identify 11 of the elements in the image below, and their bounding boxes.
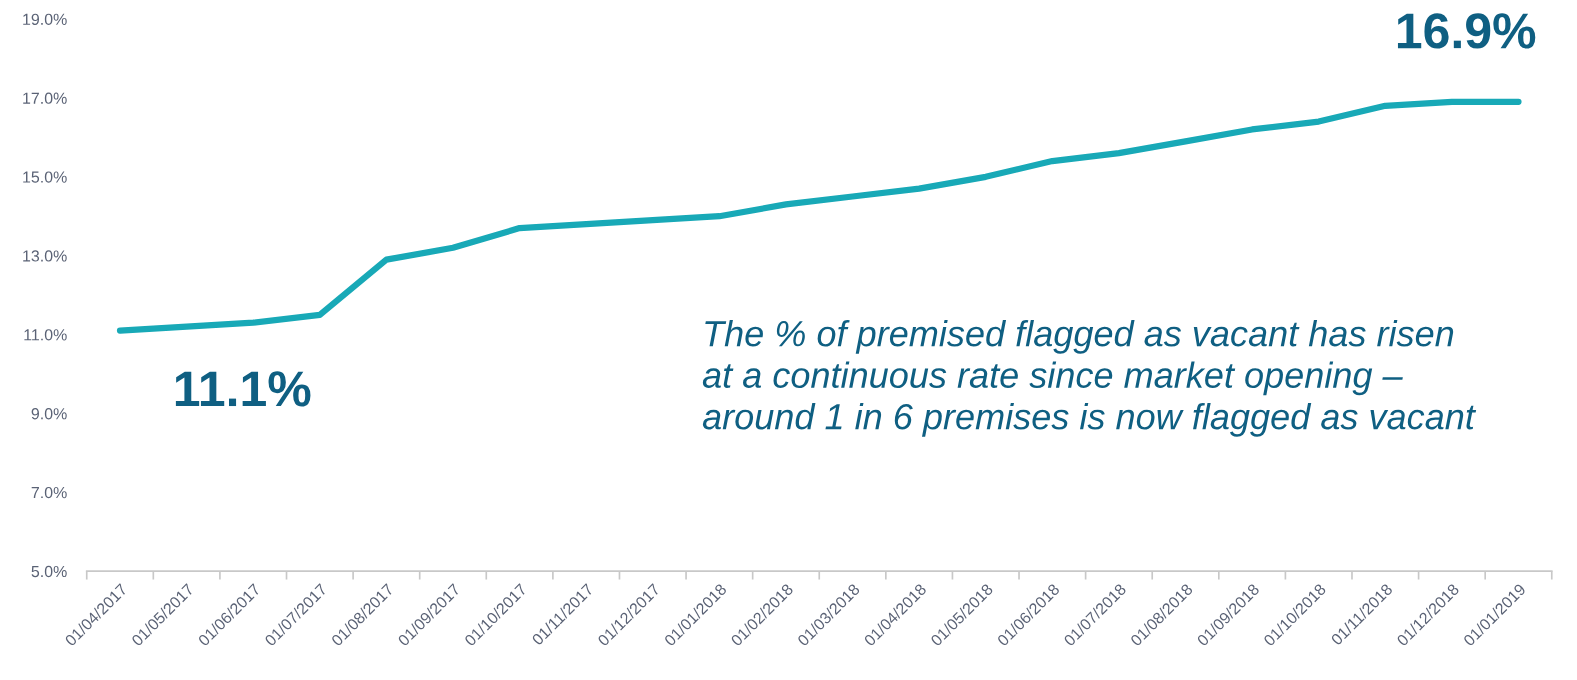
y-tick-label: 9.0% (31, 408, 67, 420)
annotation: 11.1% (175, 371, 311, 407)
y-tick-label: 15.0% (23, 171, 67, 183)
y-tick-label: 19.0% (23, 13, 67, 25)
y-tick-label: 5.0% (31, 565, 67, 578)
y-tick-label: 17.0% (23, 92, 67, 104)
y-tick-label: 7.0% (31, 486, 67, 499)
annotation: 16.9% (1397, 13, 1536, 49)
y-tick-label: 13.0% (23, 250, 67, 262)
y-tick-label: 11.0% (24, 329, 67, 341)
annotation: The % of premised flagged as vacant has risen at a continuous rate since market opening – around 1 in 6 premises is now flagged as vacant (702, 319, 1477, 437)
